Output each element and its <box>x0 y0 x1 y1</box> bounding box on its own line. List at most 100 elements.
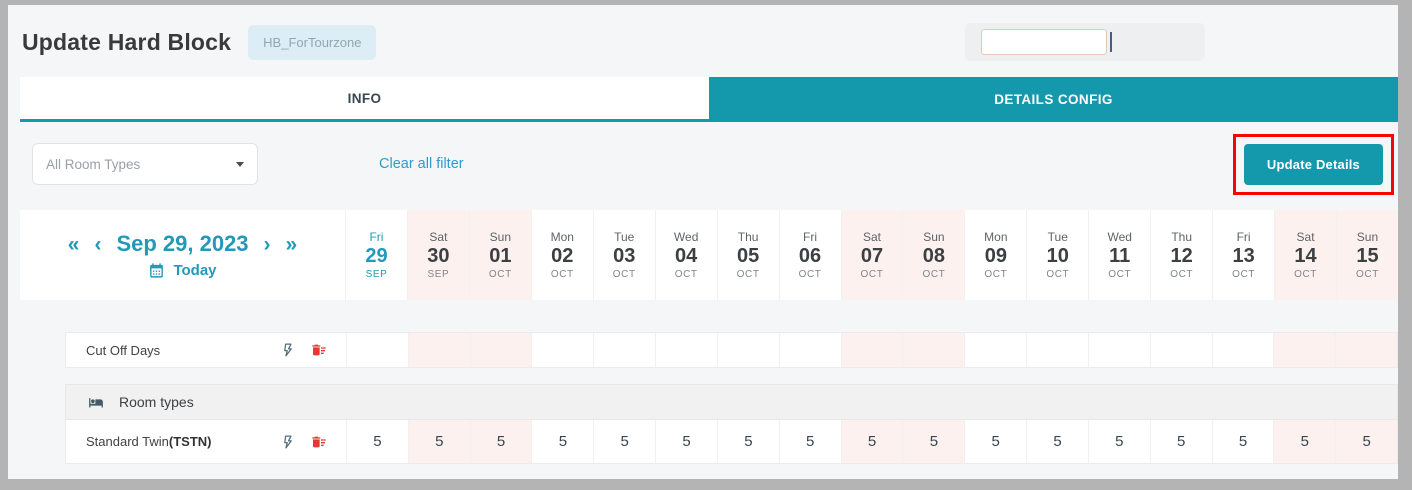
first-page-icon[interactable]: « <box>67 232 80 256</box>
day-of-week-label: Fri <box>369 230 384 244</box>
calendar-icon <box>148 262 165 279</box>
grid-cell[interactable]: 5 <box>346 420 408 463</box>
grid-cell[interactable]: 5 <box>469 420 532 463</box>
day-month-label: OCT <box>1046 269 1070 280</box>
calendar-day-column: Wed 11 OCT <box>1088 210 1150 300</box>
day-of-week-label: Sun <box>1356 230 1379 244</box>
day-number-label: 15 <box>1356 245 1379 267</box>
grid-cell[interactable] <box>902 333 965 367</box>
page-header: Update Hard Block HB_ForTourzone <box>8 5 1398 64</box>
day-of-week-label: Tue <box>614 230 635 244</box>
grid-cell[interactable] <box>1149 333 1212 367</box>
chevron-right-icon[interactable]: › <box>263 232 271 256</box>
grid-cell[interactable]: 5 <box>407 420 470 463</box>
day-number-label: 05 <box>736 245 760 267</box>
day-month-label: OCT <box>984 269 1008 280</box>
day-month-label: OCT <box>736 269 760 280</box>
day-month-label: OCT <box>1232 269 1256 280</box>
hardblock-name-badge: HB_ForTourzone <box>248 24 377 60</box>
calendar-day-column: Fri 29 SEP <box>345 210 407 300</box>
masked-field[interactable] <box>965 23 1205 61</box>
room-type-select[interactable]: All Room Types <box>32 143 258 185</box>
date-navigation: « ‹ Sep 29, 2023 › » Today <box>20 210 345 300</box>
grid-cell[interactable] <box>593 333 655 367</box>
day-month-label: OCT <box>1170 269 1194 280</box>
day-month-label: OCT <box>1108 269 1132 280</box>
grid-cell[interactable] <box>1087 333 1150 367</box>
calendar-day-column: Mon 09 OCT <box>964 210 1026 300</box>
delete-sweep-icon[interactable] <box>310 342 328 358</box>
grid-cell[interactable]: 5 <box>1149 420 1212 463</box>
grid-cell[interactable] <box>407 333 470 367</box>
day-number-label: 06 <box>798 245 822 267</box>
grid-cell[interactable]: 5 <box>1273 420 1336 463</box>
grid-cell[interactable]: 5 <box>655 420 717 463</box>
calendar-day-column: Fri 06 OCT <box>778 210 841 300</box>
tab-info[interactable]: INFO <box>20 77 709 122</box>
calendar-day-column: Sun 15 OCT <box>1336 210 1398 300</box>
grid-cell[interactable] <box>1273 333 1336 367</box>
day-of-week-label: Fri <box>803 230 818 244</box>
grid-cell[interactable] <box>964 333 1026 367</box>
day-number-label: 29 <box>365 245 388 267</box>
page: Update Hard Block HB_ForTourzone INFO DE… <box>8 5 1398 479</box>
calendar-days: Fri 29 SEP Sat 30 SEP Sun 01 OCT Mon 02 … <box>345 210 1398 300</box>
day-month-label: SEP <box>365 269 388 280</box>
grid-cell[interactable]: 5 <box>593 420 655 463</box>
grid-cell[interactable]: 5 <box>778 420 841 463</box>
update-details-button[interactable]: Update Details <box>1243 143 1383 185</box>
day-of-week-label: Sun <box>923 230 945 244</box>
grid-cell[interactable]: 5 <box>1211 420 1274 463</box>
grid-cell[interactable]: 5 <box>840 420 903 463</box>
today-button[interactable]: Today <box>148 262 217 279</box>
grid-rows: Cut Off Days Room types Standard Twin(T <box>65 332 1398 464</box>
cutoff-days-row: Cut Off Days <box>65 332 1398 368</box>
delete-sweep-icon[interactable] <box>310 434 328 450</box>
grid-cell[interactable] <box>778 333 841 367</box>
calendar-day-column: Thu 12 OCT <box>1150 210 1212 300</box>
tab-details-config[interactable]: DETAILS CONFIG <box>709 77 1398 122</box>
chevron-left-icon[interactable]: ‹ <box>94 232 102 256</box>
today-label: Today <box>173 262 217 279</box>
grid-cell[interactable]: 5 <box>964 420 1026 463</box>
day-number-label: 03 <box>613 245 636 267</box>
room-types-section-header: Room types <box>65 384 1398 420</box>
grid-cell[interactable] <box>531 333 593 367</box>
grid-cell[interactable] <box>1335 333 1398 367</box>
grid-cell[interactable] <box>655 333 717 367</box>
grid-cell[interactable]: 5 <box>716 420 779 463</box>
day-of-week-label: Sat <box>862 230 881 244</box>
calendar-day-column: Tue 03 OCT <box>592 210 655 300</box>
grid-cell[interactable]: 5 <box>531 420 593 463</box>
day-of-week-label: Sat <box>429 230 448 244</box>
grid-cell[interactable] <box>346 333 408 367</box>
grid-cell[interactable]: 5 <box>1087 420 1150 463</box>
grid-cell[interactable] <box>716 333 779 367</box>
day-month-label: OCT <box>1356 269 1379 280</box>
flash-bulk-edit-icon[interactable] <box>281 434 295 450</box>
grid-cell[interactable] <box>840 333 903 367</box>
grid-cell[interactable]: 5 <box>1335 420 1398 463</box>
current-date-label: Sep 29, 2023 <box>116 231 249 256</box>
flash-bulk-edit-icon[interactable] <box>281 342 295 358</box>
day-month-label: OCT <box>1294 269 1317 280</box>
day-of-week-label: Thu <box>737 230 759 244</box>
calendar-day-column: Fri 13 OCT <box>1212 210 1274 300</box>
day-month-label: OCT <box>860 269 884 280</box>
grid-cell[interactable]: 5 <box>902 420 965 463</box>
clear-all-filter-link[interactable]: Clear all filter <box>379 156 464 172</box>
calendar-day-column: Wed 04 OCT <box>654 210 717 300</box>
grid-cell[interactable] <box>1026 333 1088 367</box>
day-month-label: OCT <box>612 269 636 280</box>
day-month-label: OCT <box>798 269 822 280</box>
calendar-day-column: Sun 01 OCT <box>468 210 531 300</box>
calendar-day-column: Sat 14 OCT <box>1274 210 1336 300</box>
grid-cell[interactable] <box>1211 333 1274 367</box>
grid-cell[interactable] <box>469 333 532 367</box>
last-page-icon[interactable]: » <box>285 232 298 256</box>
day-number-label: 08 <box>922 245 946 267</box>
day-month-label: OCT <box>922 269 946 280</box>
day-number-label: 07 <box>860 245 884 267</box>
day-month-label: OCT <box>488 269 512 280</box>
grid-cell[interactable]: 5 <box>1026 420 1088 463</box>
